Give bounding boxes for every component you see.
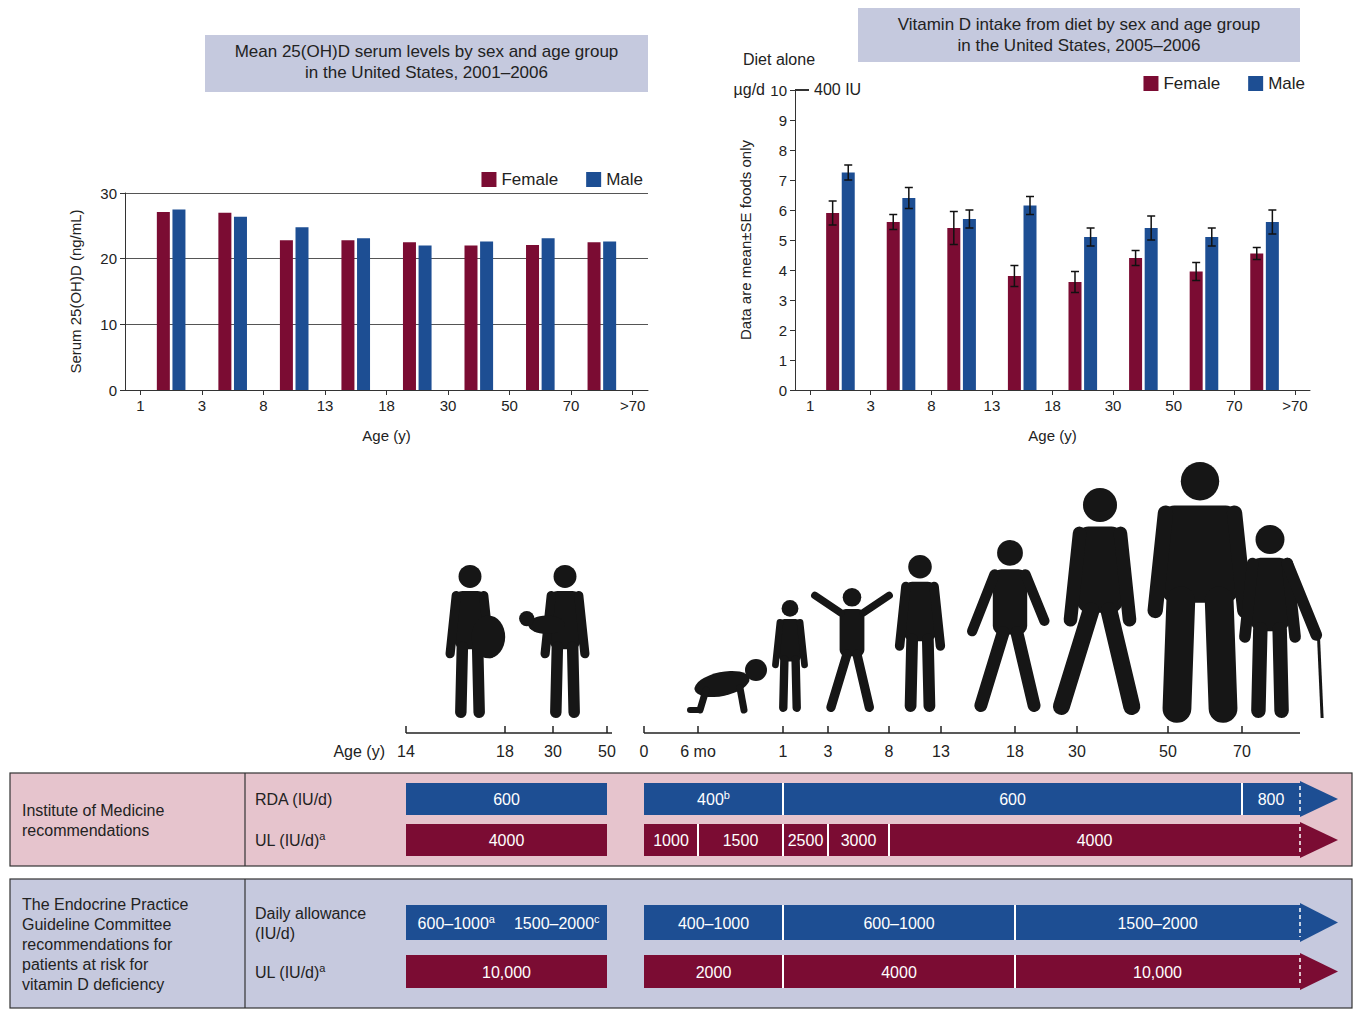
svg-text:1500–2000: 1500–2000 bbox=[1117, 915, 1197, 932]
svg-text:50: 50 bbox=[1165, 397, 1182, 414]
svg-text:10,000: 10,000 bbox=[1133, 964, 1182, 981]
svg-text:1500: 1500 bbox=[723, 832, 759, 849]
svg-text:8: 8 bbox=[885, 743, 894, 760]
svg-text:The Endocrine Practice: The Endocrine Practice bbox=[22, 896, 188, 913]
svg-text:13: 13 bbox=[317, 397, 334, 414]
svg-text:600: 600 bbox=[493, 791, 520, 808]
svg-text:20: 20 bbox=[100, 250, 117, 267]
svg-text:0: 0 bbox=[779, 382, 787, 399]
svg-text:Age (y): Age (y) bbox=[333, 743, 385, 760]
svg-text:400–1000: 400–1000 bbox=[678, 915, 749, 932]
svg-text:10: 10 bbox=[770, 82, 787, 99]
svg-text:7: 7 bbox=[779, 172, 787, 189]
svg-text:600–1000a: 600–1000a bbox=[418, 913, 496, 932]
svg-text:Age (y): Age (y) bbox=[362, 427, 410, 444]
svg-text:1: 1 bbox=[806, 397, 814, 414]
svg-text:recommendations for: recommendations for bbox=[22, 936, 173, 953]
svg-text:1500–2000c: 1500–2000c bbox=[514, 913, 600, 932]
svg-text:13: 13 bbox=[984, 397, 1001, 414]
svg-text:8: 8 bbox=[259, 397, 267, 414]
svg-text:30: 30 bbox=[100, 185, 117, 202]
svg-text:patients at risk for: patients at risk for bbox=[22, 956, 149, 973]
svg-text:70: 70 bbox=[563, 397, 580, 414]
svg-text:30: 30 bbox=[544, 743, 562, 760]
svg-text:0: 0 bbox=[109, 382, 117, 399]
svg-text:UL (IU/d)a: UL (IU/d)a bbox=[255, 962, 326, 981]
svg-text:Age (y): Age (y) bbox=[1028, 427, 1076, 444]
svg-text:50: 50 bbox=[1159, 743, 1177, 760]
svg-text:3: 3 bbox=[867, 397, 875, 414]
svg-text:18: 18 bbox=[496, 743, 514, 760]
svg-text:6: 6 bbox=[779, 202, 787, 219]
html-text:Vitamin D intake from diet by: Vitamin D intake from diet by sex and ag… bbox=[897, 15, 1261, 55]
svg-text:>70: >70 bbox=[620, 397, 645, 414]
svg-text:Institute of Medicine: Institute of Medicine bbox=[22, 802, 164, 819]
svg-text:13: 13 bbox=[932, 743, 950, 760]
svg-text:70: 70 bbox=[1233, 743, 1251, 760]
svg-text:1: 1 bbox=[136, 397, 144, 414]
svg-text:800: 800 bbox=[1258, 791, 1285, 808]
svg-text:RDA (IU/d): RDA (IU/d) bbox=[255, 791, 332, 808]
svg-text:3: 3 bbox=[779, 292, 787, 309]
svg-text:50: 50 bbox=[501, 397, 518, 414]
html-text:µg/d: µg/d bbox=[733, 81, 765, 98]
svg-text:14: 14 bbox=[397, 743, 415, 760]
svg-text:5: 5 bbox=[779, 232, 787, 249]
svg-text:vitamin D deficiency: vitamin D deficiency bbox=[22, 976, 164, 993]
svg-text:30: 30 bbox=[1068, 743, 1086, 760]
svg-text:4000: 4000 bbox=[881, 964, 917, 981]
svg-text:Male: Male bbox=[606, 170, 643, 189]
svg-text:0: 0 bbox=[640, 743, 649, 760]
svg-text:>70: >70 bbox=[1282, 397, 1307, 414]
svg-text:8: 8 bbox=[927, 397, 935, 414]
html-text:400 IU: 400 IU bbox=[814, 81, 862, 98]
svg-text:2: 2 bbox=[779, 322, 787, 339]
svg-text:(IU/d): (IU/d) bbox=[255, 925, 295, 942]
svg-text:400b: 400b bbox=[697, 789, 730, 808]
svg-text:600: 600 bbox=[999, 791, 1026, 808]
svg-text:recommendations: recommendations bbox=[22, 822, 149, 839]
svg-text:Guideline Committee: Guideline Committee bbox=[22, 916, 172, 933]
svg-text:3000: 3000 bbox=[841, 832, 877, 849]
svg-text:Serum 25(OH)D (ng/mL): Serum 25(OH)D (ng/mL) bbox=[67, 209, 84, 373]
svg-text:Female: Female bbox=[501, 170, 558, 189]
svg-text:2500: 2500 bbox=[788, 832, 824, 849]
svg-text:4000: 4000 bbox=[1077, 832, 1113, 849]
svg-text:18: 18 bbox=[1044, 397, 1061, 414]
svg-text:6 mo: 6 mo bbox=[680, 743, 716, 760]
svg-text:30: 30 bbox=[1105, 397, 1122, 414]
svg-text:4: 4 bbox=[779, 262, 787, 279]
svg-text:10: 10 bbox=[100, 316, 117, 333]
svg-text:70: 70 bbox=[1226, 397, 1243, 414]
svg-text:30: 30 bbox=[440, 397, 457, 414]
svg-text:4000: 4000 bbox=[489, 832, 525, 849]
svg-text:8: 8 bbox=[779, 142, 787, 159]
svg-text:Female: Female bbox=[1163, 74, 1220, 93]
svg-text:10,000: 10,000 bbox=[482, 964, 531, 981]
svg-text:50: 50 bbox=[598, 743, 616, 760]
svg-text:1: 1 bbox=[779, 743, 788, 760]
svg-text:3: 3 bbox=[198, 397, 206, 414]
html-text:Mean 25(OH)D serum levels by s: Mean 25(OH)D serum levels by sex and age… bbox=[234, 42, 619, 82]
svg-text:Data are mean±SE foods only: Data are mean±SE foods only bbox=[737, 139, 754, 340]
svg-text:1000: 1000 bbox=[653, 832, 689, 849]
svg-text:18: 18 bbox=[378, 397, 395, 414]
svg-text:3: 3 bbox=[824, 743, 833, 760]
html-text:Diet alone: Diet alone bbox=[743, 51, 815, 68]
svg-text:UL (IU/d)a: UL (IU/d)a bbox=[255, 830, 326, 849]
svg-text:18: 18 bbox=[1006, 743, 1024, 760]
svg-text:Male: Male bbox=[1268, 74, 1305, 93]
svg-text:600–1000: 600–1000 bbox=[863, 915, 934, 932]
svg-text:Daily allowance: Daily allowance bbox=[255, 905, 366, 922]
svg-text:2000: 2000 bbox=[696, 964, 732, 981]
svg-text:9: 9 bbox=[779, 112, 787, 129]
svg-text:1: 1 bbox=[779, 352, 787, 369]
